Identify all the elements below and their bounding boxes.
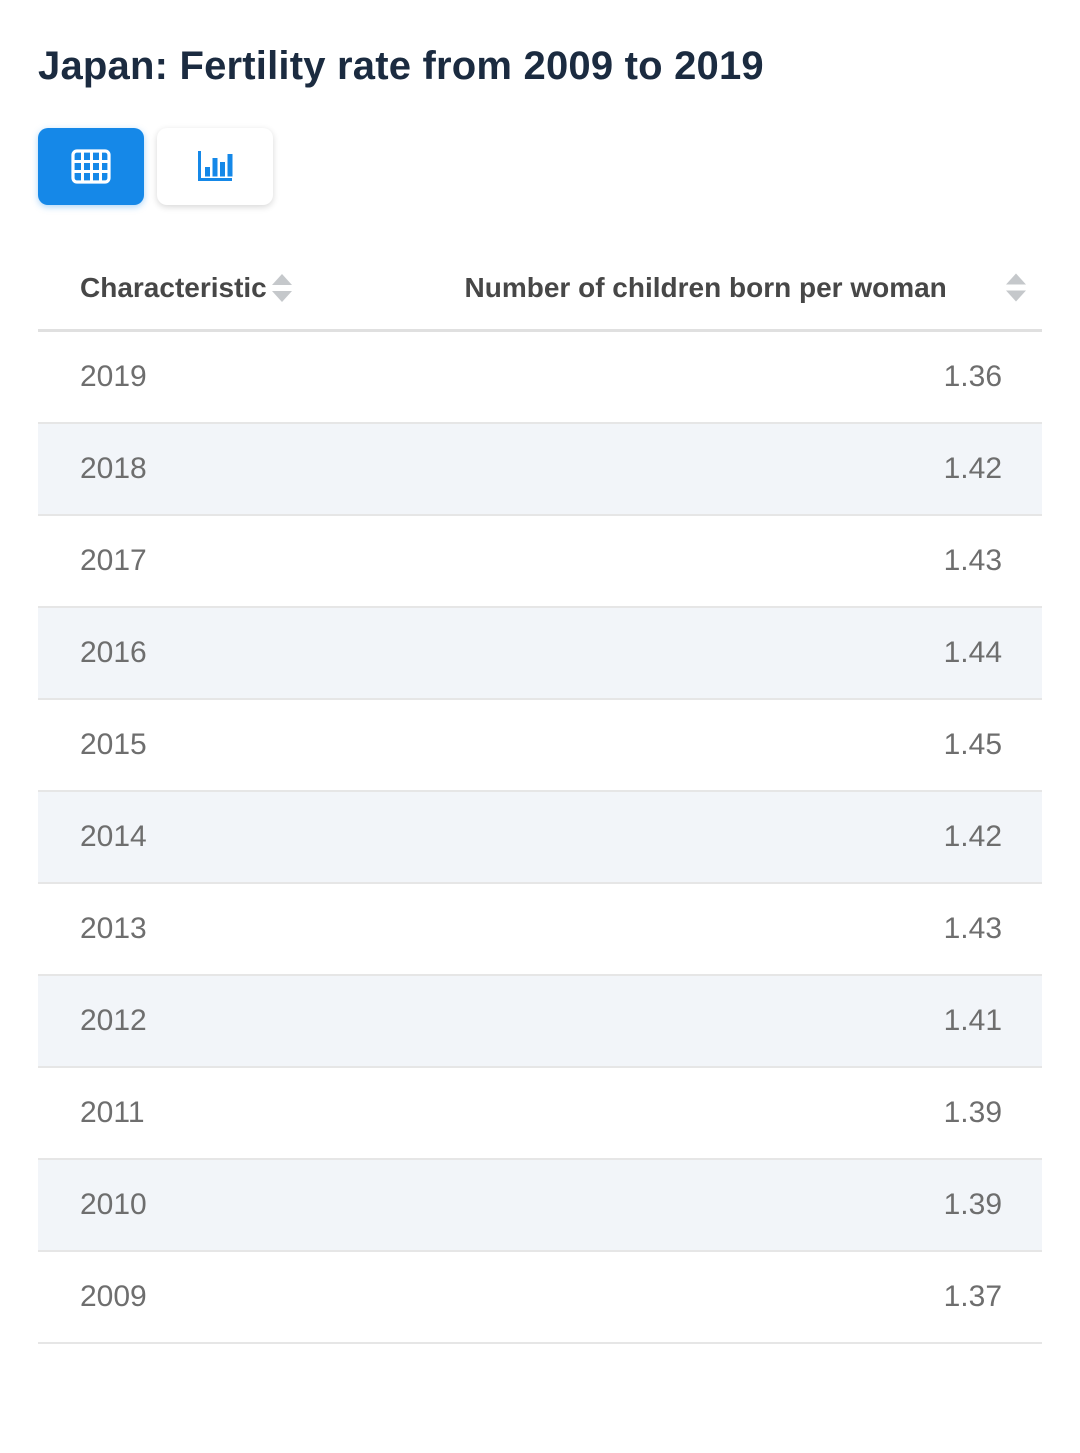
table-row: 2018 1.42 — [38, 423, 1042, 516]
table-row: 2012 1.41 — [38, 975, 1042, 1068]
characteristic-cell: 2011 — [38, 1067, 370, 1160]
column-label-value: Number of children born per woman — [464, 272, 947, 303]
table-row: 2017 1.43 — [38, 515, 1042, 608]
value-cell: 1.41 — [369, 975, 1042, 1068]
statistic-page: Japan: Fertility rate from 2009 to 2019 — [0, 42, 1080, 1344]
page-title: Japan: Fertility rate from 2009 to 2019 — [38, 44, 764, 88]
table-row: 2015 1.45 — [38, 699, 1042, 792]
characteristic-cell: 2016 — [38, 607, 370, 700]
column-label-characteristic: Characteristic — [80, 272, 267, 303]
column-header-value[interactable]: Number of children born per woman — [369, 247, 1042, 332]
value-cell: 1.39 — [369, 1067, 1042, 1160]
value-cell: 1.36 — [369, 330, 1042, 424]
column-header-characteristic[interactable]: Characteristic — [38, 247, 370, 332]
value-cell: 1.37 — [369, 1251, 1042, 1344]
table-row: 2014 1.42 — [38, 791, 1042, 884]
characteristic-cell: 2012 — [38, 975, 370, 1068]
table-header: Characteristic Number of children born p… — [38, 247, 1042, 332]
characteristic-cell: 2017 — [38, 515, 370, 608]
value-cell: 1.42 — [369, 423, 1042, 516]
view-toggle-group — [38, 128, 1042, 205]
value-cell: 1.43 — [369, 883, 1042, 976]
characteristic-cell: 2013 — [38, 883, 370, 976]
characteristic-cell: 2010 — [38, 1159, 370, 1252]
value-cell: 1.39 — [369, 1159, 1042, 1252]
value-cell: 1.43 — [369, 515, 1042, 608]
table-row: 2009 1.37 — [38, 1251, 1042, 1344]
data-table: Characteristic Number of children born p… — [38, 247, 1042, 1344]
table-row: 2016 1.44 — [38, 607, 1042, 700]
header-row: Characteristic Number of children born p… — [38, 247, 1042, 332]
table-grid-icon — [71, 149, 111, 184]
table-row: 2010 1.39 — [38, 1159, 1042, 1252]
table-row: 2013 1.43 — [38, 883, 1042, 976]
characteristic-cell: 2015 — [38, 699, 370, 792]
value-cell: 1.42 — [369, 791, 1042, 884]
sort-icon[interactable] — [271, 273, 292, 303]
chart-view-button[interactable] — [157, 128, 273, 205]
table-row: 2019 1.36 — [38, 330, 1042, 424]
characteristic-cell: 2019 — [38, 330, 370, 424]
value-cell: 1.45 — [369, 699, 1042, 792]
sort-icon[interactable] — [1006, 273, 1026, 303]
characteristic-cell: 2009 — [38, 1251, 370, 1344]
value-cell: 1.44 — [369, 607, 1042, 700]
table-row: 2011 1.39 — [38, 1067, 1042, 1160]
characteristic-cell: 2018 — [38, 423, 370, 516]
table-body: 2019 1.36 2018 1.42 2017 1.43 2016 1.44 … — [38, 330, 1042, 1344]
table-view-button[interactable] — [38, 128, 144, 205]
characteristic-cell: 2014 — [38, 791, 370, 884]
bar-chart-icon — [195, 149, 235, 185]
